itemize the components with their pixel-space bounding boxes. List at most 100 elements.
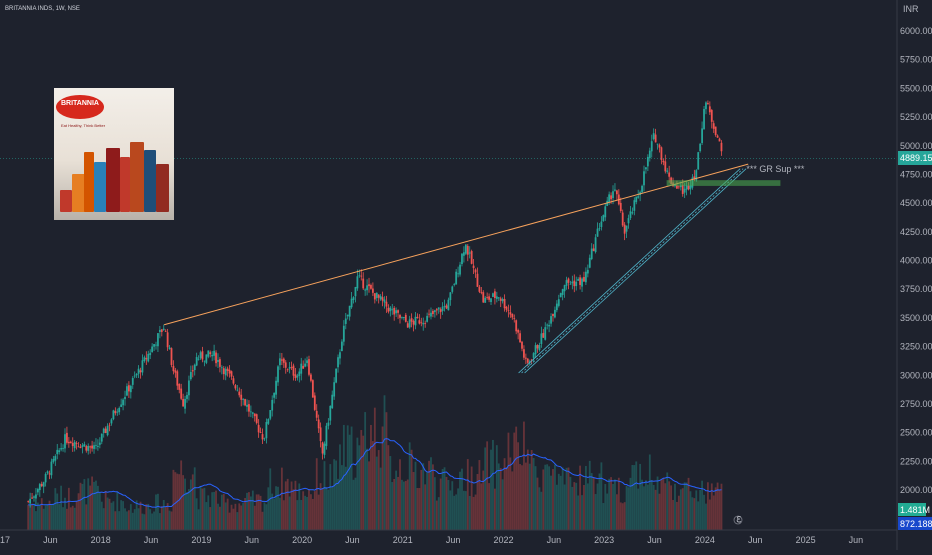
volume-bar	[420, 469, 423, 530]
candle-body	[308, 359, 310, 375]
candle-body	[323, 443, 326, 455]
volume-bar	[249, 496, 252, 530]
price-tick-label: 2000.00	[900, 485, 932, 495]
volume-badge	[898, 503, 926, 516]
volume-bar	[530, 450, 533, 530]
candle-body	[683, 188, 686, 193]
candle-body	[331, 394, 334, 409]
time-axis[interactable]: 2017 Jun 2018 Jun 2019 Jun 2020 Jun 2021 Jun 2022 J…	[0, 535, 863, 545]
candle-body	[292, 365, 295, 376]
candle-body	[162, 328, 165, 330]
candle-body	[385, 301, 388, 307]
candle-body	[344, 318, 347, 324]
time-tick-label: 2025	[796, 535, 816, 545]
volume-bar	[610, 477, 612, 530]
volume-bar	[685, 482, 688, 530]
volume-bar	[532, 458, 535, 530]
candle-body	[131, 378, 134, 385]
candle-body	[284, 362, 287, 368]
volume-bar	[716, 482, 719, 530]
volume-bar	[668, 481, 671, 530]
candle-body	[681, 185, 684, 194]
event-marker-icon[interactable]	[733, 515, 743, 525]
volume-bar	[246, 492, 248, 530]
candle-body	[42, 482, 45, 487]
candle-body	[211, 354, 214, 357]
volume-bar	[449, 490, 452, 530]
candle-body	[685, 185, 688, 190]
candle-body	[348, 305, 351, 317]
candle-body	[707, 103, 709, 105]
candle-body	[44, 473, 47, 483]
candle-body	[455, 271, 458, 285]
candle-body	[60, 448, 63, 450]
volume-bar	[240, 505, 243, 530]
candle-body	[141, 360, 144, 373]
volume-bar	[267, 487, 270, 530]
price-tick-label: 2750.00	[900, 399, 932, 409]
volume-bar	[193, 467, 196, 530]
candle-body	[145, 357, 148, 360]
britannia-logo-image: BRITANNIA Eat Healthy, Think Better	[54, 88, 174, 220]
support-zone-label: *** GR Sup ***	[746, 164, 805, 174]
volume-bar	[147, 503, 150, 530]
volume-bar	[346, 425, 349, 530]
volume-bar	[46, 504, 49, 530]
volume-bar	[677, 495, 680, 530]
volume-bar	[517, 442, 520, 530]
volume-bar	[523, 421, 525, 530]
time-tick-label: Jun	[43, 535, 58, 545]
volume-bar	[430, 457, 432, 530]
volume-bar	[707, 482, 709, 530]
volume-bar	[333, 459, 336, 530]
time-tick-label: 2024	[695, 535, 715, 545]
candle-body	[168, 347, 171, 350]
candle-body	[538, 345, 541, 351]
candle-body	[555, 303, 558, 311]
volume-bar	[197, 509, 200, 530]
volume-bar	[321, 488, 324, 530]
volume-bar	[100, 501, 103, 530]
volume-bar	[459, 471, 461, 530]
volume-bar	[97, 485, 99, 530]
price-tick-label: 3000.00	[900, 370, 932, 380]
candle-body	[627, 218, 630, 224]
candle-body	[342, 325, 345, 342]
volume-bar	[635, 461, 638, 530]
volume-bar	[505, 467, 508, 530]
candle-body	[91, 445, 93, 449]
candle-body	[573, 280, 576, 287]
volume-bar	[461, 468, 463, 530]
candle-body	[406, 323, 409, 328]
volume-bar	[104, 490, 107, 530]
candle-body	[486, 297, 489, 298]
volume-bar	[323, 461, 326, 530]
candle-body	[282, 358, 285, 363]
volume-bar	[676, 501, 678, 530]
candle-body	[714, 126, 717, 136]
candle-body	[110, 419, 113, 424]
candle-body	[184, 398, 186, 409]
price-axis[interactable]: 2000.00 2250.00 2500.00 2750.00 3000.00 3250.…	[900, 26, 932, 495]
candle-body	[697, 152, 700, 170]
volume-bar	[567, 467, 570, 530]
candle-body	[46, 471, 49, 474]
volume-bar	[615, 494, 618, 530]
candle-body	[447, 299, 450, 311]
candle-body	[108, 424, 111, 426]
volume-bar	[310, 494, 312, 530]
candle-body	[226, 368, 229, 372]
candle-body	[383, 299, 386, 303]
candle-body	[470, 251, 473, 264]
volume-bar	[598, 473, 601, 530]
volume-bar	[118, 511, 121, 530]
volume-bar	[344, 466, 347, 530]
volume-bar	[364, 412, 367, 530]
volume-bar	[273, 498, 276, 530]
candle-body	[457, 273, 459, 275]
candle-body	[699, 143, 702, 152]
candle-body	[273, 392, 276, 398]
support-zone[interactable]	[666, 180, 781, 186]
